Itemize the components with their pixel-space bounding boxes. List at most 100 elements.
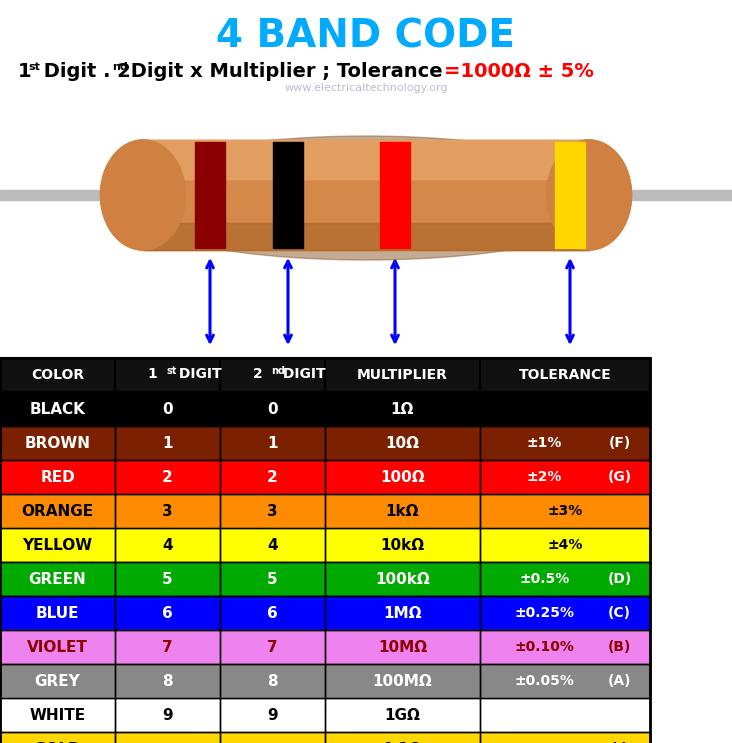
Bar (220, 664, 325, 698)
Text: 8: 8 (267, 673, 278, 689)
Text: VIOLET: VIOLET (27, 640, 88, 655)
Bar (0, 426, 115, 460)
Text: (B): (B) (608, 640, 631, 654)
Bar (0, 562, 115, 596)
Bar (325, 596, 480, 630)
Text: 0: 0 (163, 401, 173, 417)
Bar (555, 142, 585, 248)
Text: TOLERANCE: TOLERANCE (519, 368, 611, 382)
Bar (143, 140, 589, 250)
Ellipse shape (100, 140, 185, 250)
Text: 4: 4 (267, 537, 278, 553)
Bar (195, 142, 225, 248)
Bar (0, 698, 650, 732)
Bar (0, 460, 115, 494)
Text: 100kΩ: 100kΩ (375, 571, 430, 586)
Text: 2: 2 (253, 367, 263, 381)
Bar (0, 528, 650, 562)
Text: (F): (F) (608, 436, 630, 450)
Text: ±2%: ±2% (527, 470, 562, 484)
Bar (220, 358, 325, 392)
Bar (143, 140, 589, 178)
Text: (G): (G) (608, 470, 632, 484)
Text: 5: 5 (163, 571, 173, 586)
Text: 6: 6 (162, 606, 173, 620)
Text: GREEN: GREEN (29, 571, 86, 586)
Text: 6: 6 (267, 606, 278, 620)
Bar (325, 562, 480, 596)
Bar (480, 698, 650, 732)
Text: ±3%: ±3% (548, 504, 583, 518)
Text: 1: 1 (267, 435, 277, 450)
Ellipse shape (547, 140, 632, 250)
Text: RED: RED (40, 470, 75, 484)
Text: 0.1Ω: 0.1Ω (383, 742, 422, 743)
Text: (C): (C) (608, 606, 631, 620)
Text: 1kΩ: 1kΩ (386, 504, 419, 519)
Bar (480, 494, 650, 528)
Bar (273, 142, 303, 248)
Bar (480, 528, 650, 562)
Text: =1000Ω ± 5%: =1000Ω ± 5% (444, 62, 594, 81)
Text: 1Ω: 1Ω (391, 401, 414, 417)
Ellipse shape (103, 136, 629, 260)
Bar (614, 190, 732, 200)
Text: 10MΩ: 10MΩ (378, 640, 427, 655)
Text: 7: 7 (267, 640, 278, 655)
Bar (0, 630, 115, 664)
Text: nd: nd (112, 62, 128, 72)
Text: 1: 1 (163, 435, 173, 450)
Bar (480, 732, 650, 743)
Bar (220, 528, 325, 562)
Bar (325, 358, 480, 392)
Bar (325, 460, 480, 494)
Bar (0, 358, 115, 392)
Text: (A): (A) (608, 674, 631, 688)
Bar (115, 630, 220, 664)
Text: 0: 0 (267, 401, 278, 417)
Text: 10kΩ: 10kΩ (381, 537, 425, 553)
Text: GOLD: GOLD (34, 742, 81, 743)
Text: BROWN: BROWN (24, 435, 91, 450)
Text: 4: 4 (163, 537, 173, 553)
Bar (0, 664, 115, 698)
Text: Digit . 2: Digit . 2 (37, 62, 131, 81)
Text: 3: 3 (163, 504, 173, 519)
Bar (0, 732, 650, 743)
Text: ±0.25%: ±0.25% (515, 606, 575, 620)
Text: DIGIT: DIGIT (173, 367, 221, 381)
Bar (115, 426, 220, 460)
Bar (0, 732, 115, 743)
Bar (0, 494, 115, 528)
Bar (0, 426, 650, 460)
Bar (325, 494, 480, 528)
Bar (220, 630, 325, 664)
Bar (480, 426, 650, 460)
Text: (J): (J) (610, 742, 628, 743)
Text: 1MΩ: 1MΩ (384, 606, 422, 620)
Text: BLUE: BLUE (36, 606, 79, 620)
Circle shape (246, 459, 486, 699)
Text: 100Ω: 100Ω (380, 470, 425, 484)
Text: 100MΩ: 100MΩ (373, 673, 433, 689)
Bar (220, 562, 325, 596)
Bar (480, 460, 650, 494)
Text: ±0.05%: ±0.05% (515, 674, 575, 688)
Bar (325, 358, 480, 392)
Ellipse shape (100, 140, 185, 250)
Bar (220, 596, 325, 630)
Bar (480, 392, 650, 426)
Text: ±0.5%: ±0.5% (520, 572, 569, 586)
Bar (325, 426, 480, 460)
Bar (115, 732, 220, 743)
Text: ±0.10%: ±0.10% (515, 640, 575, 654)
Text: 2: 2 (267, 470, 278, 484)
Bar (480, 562, 650, 596)
Text: 10Ω: 10Ω (386, 435, 419, 450)
Bar (325, 392, 480, 426)
Bar (220, 698, 325, 732)
Bar (0, 596, 115, 630)
Bar (115, 698, 220, 732)
Bar (115, 562, 220, 596)
Bar (115, 494, 220, 528)
